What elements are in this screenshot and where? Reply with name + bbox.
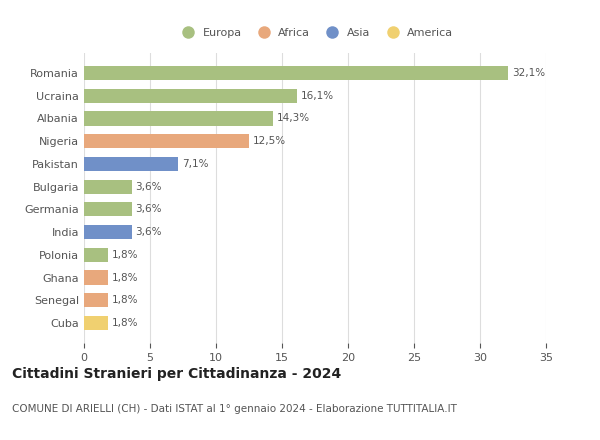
Bar	[84, 248, 108, 262]
Bar	[84, 293, 108, 307]
Bar	[84, 180, 131, 194]
Bar	[84, 134, 249, 148]
Text: 3,6%: 3,6%	[136, 227, 162, 237]
Bar	[84, 111, 273, 125]
Text: 7,1%: 7,1%	[182, 159, 208, 169]
Text: 3,6%: 3,6%	[136, 182, 162, 192]
Bar	[84, 316, 108, 330]
Text: 1,8%: 1,8%	[112, 272, 138, 282]
Text: Cittadini Stranieri per Cittadinanza - 2024: Cittadini Stranieri per Cittadinanza - 2…	[12, 367, 341, 381]
Text: 14,3%: 14,3%	[277, 114, 310, 124]
Text: 16,1%: 16,1%	[301, 91, 334, 101]
Bar	[84, 225, 131, 239]
Text: 3,6%: 3,6%	[136, 204, 162, 214]
Bar	[84, 157, 178, 171]
Legend: Europa, Africa, Asia, America: Europa, Africa, Asia, America	[172, 23, 458, 42]
Bar	[84, 66, 508, 80]
Bar	[84, 202, 131, 216]
Text: 1,8%: 1,8%	[112, 295, 138, 305]
Bar	[84, 271, 108, 285]
Text: COMUNE DI ARIELLI (CH) - Dati ISTAT al 1° gennaio 2024 - Elaborazione TUTTITALIA: COMUNE DI ARIELLI (CH) - Dati ISTAT al 1…	[12, 403, 457, 414]
Bar	[84, 89, 296, 103]
Text: 1,8%: 1,8%	[112, 318, 138, 328]
Text: 1,8%: 1,8%	[112, 250, 138, 260]
Text: 32,1%: 32,1%	[512, 68, 545, 78]
Text: 12,5%: 12,5%	[253, 136, 286, 146]
